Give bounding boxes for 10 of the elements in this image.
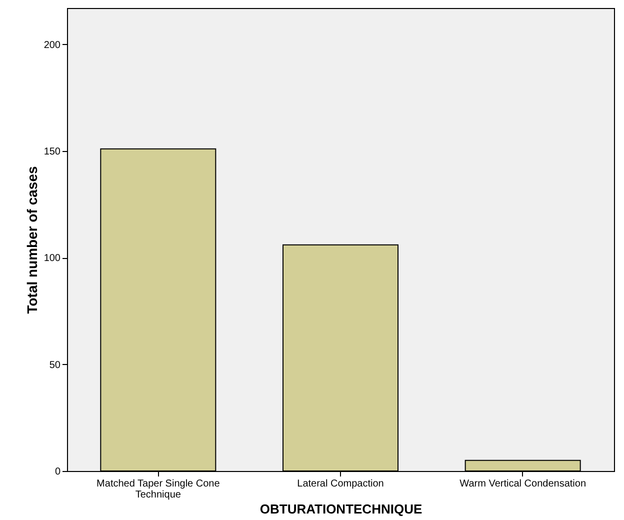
y-tick-label: 150 (44, 146, 61, 158)
x-tick-label: Warm Vertical Condensation (460, 478, 586, 490)
y-tick-label: 200 (44, 40, 61, 51)
x-tick-label: Matched Taper Single Cone Technique (96, 478, 220, 500)
y-tick-label: 100 (44, 253, 61, 264)
x-tick-label: Lateral Compaction (297, 478, 384, 490)
x-axis-title: OBTURATIONTECHNIQUE (260, 502, 422, 516)
y-tick-label: 0 (54, 466, 61, 478)
y-axis-title: Total number of cases (24, 166, 40, 314)
y-tick-label: 50 (49, 360, 61, 371)
